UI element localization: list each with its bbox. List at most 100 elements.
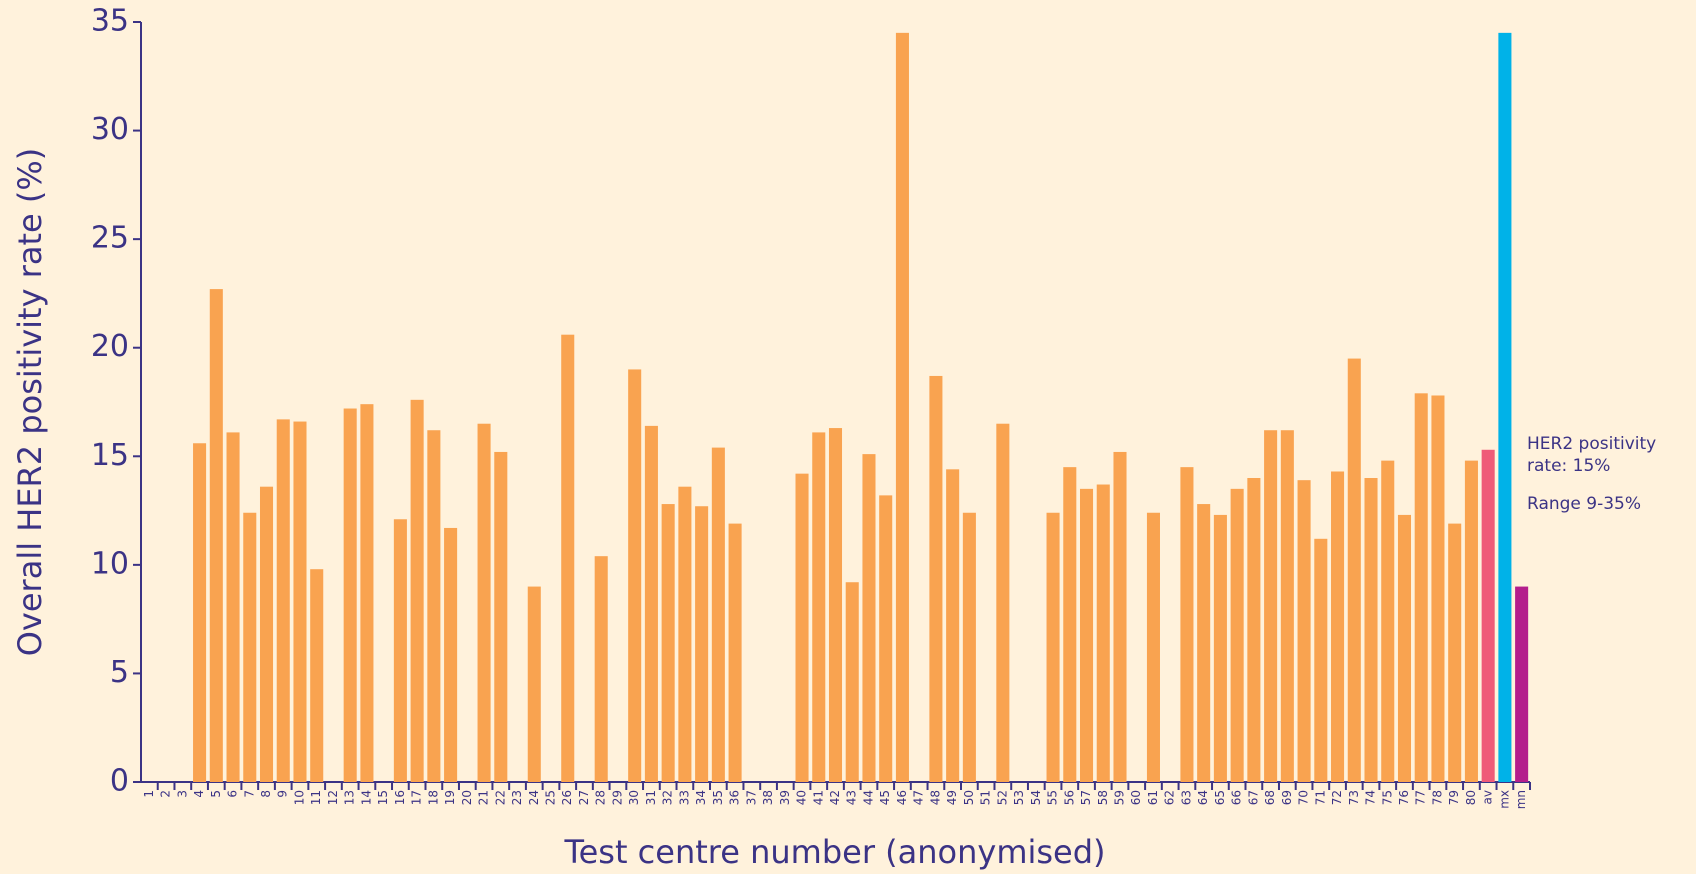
y-tick-label: 35 bbox=[91, 4, 129, 39]
x-tick-label: 7 bbox=[242, 790, 256, 798]
x-tick-label: 27 bbox=[577, 790, 591, 805]
bar bbox=[1213, 514, 1227, 782]
bar bbox=[1364, 478, 1378, 782]
bar bbox=[795, 473, 809, 782]
x-tick-label: 29 bbox=[610, 790, 624, 805]
x-tick-label: 76 bbox=[1397, 790, 1411, 805]
x-tick-label: 32 bbox=[661, 790, 675, 805]
x-tick-label: 19 bbox=[443, 790, 457, 805]
bar bbox=[209, 289, 223, 782]
x-tick-label: 16 bbox=[393, 790, 407, 805]
x-tick-label: 55 bbox=[1046, 790, 1060, 805]
y-tick-label: 30 bbox=[91, 112, 129, 147]
x-tick-label: 50 bbox=[962, 790, 976, 805]
x-tick-label: 11 bbox=[309, 790, 323, 805]
x-tick-label: 4 bbox=[192, 790, 206, 798]
x-tick-label: 5 bbox=[209, 790, 223, 798]
bar bbox=[1079, 488, 1094, 782]
bar bbox=[1464, 460, 1478, 782]
bar bbox=[243, 512, 257, 782]
annotation: Range 9-35% bbox=[1527, 494, 1641, 514]
bar bbox=[1331, 471, 1345, 782]
bar bbox=[494, 451, 508, 782]
x-tick-label: 10 bbox=[292, 790, 306, 805]
y-tick-label: 15 bbox=[91, 438, 129, 473]
bar bbox=[644, 425, 658, 782]
bar bbox=[1230, 488, 1244, 782]
x-tick-label: 53 bbox=[1012, 790, 1026, 805]
x-tick-label: 49 bbox=[945, 790, 959, 805]
bar bbox=[343, 408, 357, 782]
x-tick-label: 42 bbox=[828, 790, 842, 805]
x-tick-label: 24 bbox=[527, 790, 541, 805]
bar bbox=[711, 447, 725, 782]
bar bbox=[1515, 586, 1529, 782]
bar bbox=[1498, 32, 1512, 783]
x-tick-label: 22 bbox=[493, 790, 507, 805]
bar bbox=[444, 527, 458, 782]
bar bbox=[1280, 430, 1294, 782]
x-tick-label: 26 bbox=[560, 790, 574, 805]
x-tick-label: 64 bbox=[1196, 790, 1210, 805]
bar bbox=[812, 432, 826, 782]
bar bbox=[561, 334, 575, 782]
bar bbox=[1431, 395, 1445, 782]
x-tick-label: 48 bbox=[928, 790, 942, 805]
x-tick-label: mx bbox=[1497, 790, 1511, 809]
bar bbox=[477, 423, 491, 782]
x-tick-label: 28 bbox=[594, 790, 608, 805]
bar bbox=[728, 523, 742, 782]
bar bbox=[1247, 478, 1261, 782]
y-tick-label: 25 bbox=[91, 221, 129, 256]
x-tick-label: 21 bbox=[477, 790, 491, 805]
bar bbox=[1381, 460, 1395, 782]
x-tick-label: 43 bbox=[845, 790, 859, 805]
bar bbox=[1397, 514, 1412, 782]
x-tick-label: 46 bbox=[895, 790, 909, 805]
bar bbox=[259, 486, 274, 782]
bar bbox=[879, 495, 893, 782]
x-tick-label: 41 bbox=[811, 790, 825, 805]
bar bbox=[845, 582, 859, 782]
x-tick-label: 79 bbox=[1447, 790, 1461, 805]
y-tick-label: 10 bbox=[91, 546, 129, 581]
x-tick-label: 15 bbox=[376, 790, 390, 805]
x-tick-label: 70 bbox=[1297, 790, 1311, 805]
bar bbox=[276, 419, 290, 782]
x-tick-label: 33 bbox=[677, 790, 691, 805]
x-tick-label: 2 bbox=[159, 790, 173, 798]
x-axis-title: Test centre number (anonymised) bbox=[563, 833, 1105, 871]
x-tick-label: 6 bbox=[226, 790, 240, 798]
x-tick-label: 57 bbox=[1079, 790, 1093, 805]
bar bbox=[1481, 449, 1495, 782]
y-axis-title: Overall HER2 positivity rate (%) bbox=[11, 148, 49, 657]
bar bbox=[1063, 467, 1077, 782]
bar bbox=[393, 519, 407, 782]
x-tick-label: 17 bbox=[410, 790, 424, 805]
bar bbox=[862, 454, 876, 782]
x-tick-label: 30 bbox=[627, 790, 641, 805]
x-tick-label: 38 bbox=[761, 790, 775, 805]
x-tick-label: mn bbox=[1514, 790, 1528, 809]
y-tick-label: 5 bbox=[110, 655, 129, 690]
x-tick-label: 56 bbox=[1062, 790, 1076, 805]
x-tick-label: 39 bbox=[778, 790, 792, 805]
x-tick-label: 61 bbox=[1146, 790, 1160, 805]
x-tick-label: 69 bbox=[1280, 790, 1294, 805]
x-tick-label: 3 bbox=[175, 790, 189, 798]
x-tick-label: 13 bbox=[343, 790, 357, 805]
x-tick-label: 51 bbox=[979, 790, 993, 805]
x-tick-label: 72 bbox=[1330, 790, 1344, 805]
x-tick-label: 34 bbox=[694, 790, 708, 805]
bar bbox=[360, 404, 374, 782]
x-tick-label: av bbox=[1481, 790, 1495, 804]
x-tick-label: 36 bbox=[728, 790, 742, 805]
bar bbox=[1180, 467, 1194, 782]
bar bbox=[1297, 480, 1311, 782]
x-tick-label: 73 bbox=[1347, 790, 1361, 805]
bar bbox=[1096, 484, 1110, 782]
bar bbox=[946, 469, 960, 782]
x-tick-label: 44 bbox=[861, 790, 875, 805]
bar bbox=[427, 430, 441, 782]
x-tick-label: 63 bbox=[1179, 790, 1193, 805]
